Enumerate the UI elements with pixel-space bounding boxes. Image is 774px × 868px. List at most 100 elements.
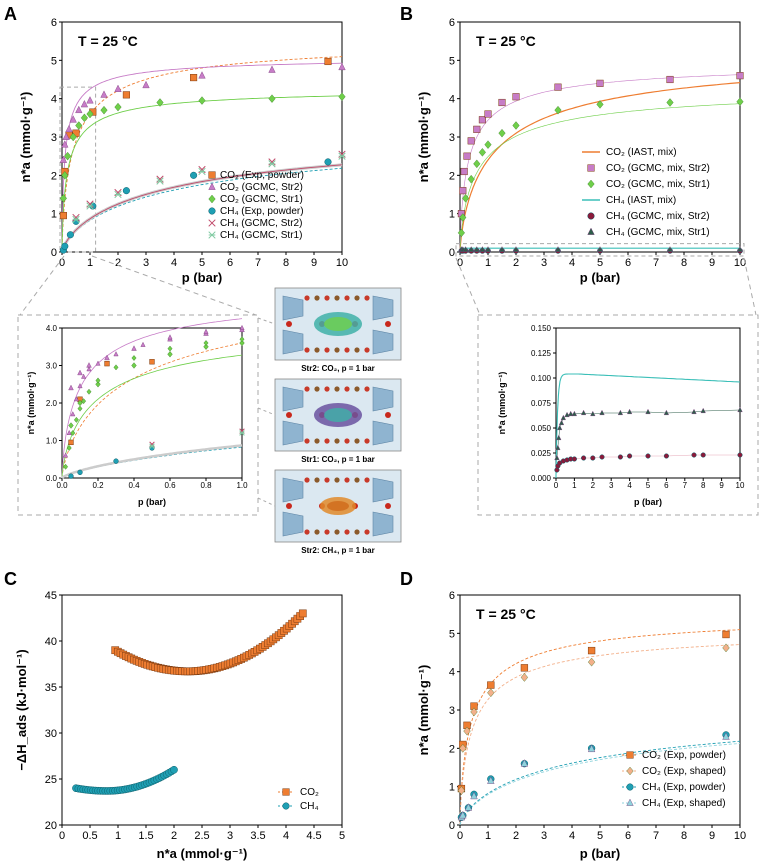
structure-1-atom-0-5 — [354, 386, 360, 392]
chart-D-ytick-label-4: 4 — [449, 667, 455, 679]
chart-b-ch4-str1-point-10 — [597, 246, 603, 252]
chart-a-s0-point-7 — [324, 57, 332, 66]
structure-0-atom-0-2 — [324, 295, 330, 301]
inset-a-fit-4 — [60, 444, 243, 479]
chart-B-xtick-label-1: 1 — [485, 257, 491, 269]
structure-2-atom-1-3 — [334, 529, 340, 535]
chart-b-str1-point-5 — [478, 148, 486, 157]
inset-a-dense-str1-6 — [86, 388, 92, 395]
chart-B-ytick-label-3: 3 — [449, 132, 455, 144]
structure-0-atom-1-4 — [344, 347, 350, 353]
structure-0-atom-1-3 — [334, 347, 340, 353]
inset-a-s3-point-1 — [77, 469, 83, 476]
chart-a-s5-point-4 — [198, 167, 206, 176]
chart-a-legend-0: CO₂ (Exp, powder) — [220, 170, 304, 181]
chart-d-s3-point-6 — [587, 744, 596, 753]
chart-b-str2-point-7 — [484, 110, 492, 118]
chart-b-str2-point-3 — [463, 152, 471, 160]
chart-a-s2-point-7 — [100, 105, 108, 115]
chart-A-xtick-label-2: 2 — [115, 257, 121, 269]
structure-1-block-3 — [372, 420, 394, 446]
chart-a-s2-point-5 — [80, 113, 88, 123]
chart-b-legend-marker-2 — [587, 179, 595, 189]
inset-a-s1-point-1 — [77, 369, 83, 376]
chart-C-xtick-label-1: 0.5 — [82, 830, 97, 842]
structure-0-o-0 — [286, 321, 292, 327]
chart-C-xtick-label-2: 1 — [115, 830, 121, 842]
inset-b-str1-point-16 — [691, 408, 697, 415]
inset-b-str1-point-5 — [560, 414, 566, 421]
chart-C-ytick-label-4: 40 — [45, 636, 57, 648]
chart-C-ytick-label-3: 35 — [45, 682, 57, 694]
chart-a-s5-point-0 — [72, 215, 80, 224]
chart-a-s0-point-5 — [122, 91, 130, 99]
chart-a-s3-point-5 — [122, 187, 130, 195]
inset-b-connector-right — [743, 257, 757, 316]
chart-D-xtick-label-2: 2 — [513, 830, 519, 842]
chart-C-ytick-label-2: 30 — [45, 728, 57, 740]
chart-a-legend-marker-1 — [208, 182, 216, 190]
chart-a-s2-point-4 — [75, 121, 83, 130]
chart-a-s0-point-0 — [59, 212, 67, 220]
inset-b-str1-point-10 — [590, 410, 596, 417]
inset-a-s3-point-2 — [113, 458, 119, 464]
chart-a-s2-point-12 — [338, 92, 346, 102]
inset-b-str1-point-12 — [617, 409, 624, 416]
structure-2-atom-0-1 — [314, 477, 320, 483]
chart-b-legend-marker-5 — [587, 227, 595, 235]
chart-C-ytick-label-0: 20 — [45, 820, 57, 832]
inset-a-dense-str1-12 — [239, 336, 245, 343]
chart-a-s1-point-10 — [142, 80, 150, 89]
chart-b-str2-point-5 — [473, 125, 481, 133]
structure-1-atom-1-6 — [364, 438, 370, 444]
structure-2-block-3 — [372, 511, 394, 537]
structure-1-block-1 — [372, 386, 394, 412]
chart-b-ch4-str1-point-11 — [667, 246, 673, 252]
chart-B-ytick-label-5: 5 — [449, 55, 455, 67]
structure-0-guest-core — [324, 317, 352, 331]
chart-A-ytick-label-5: 5 — [51, 55, 57, 67]
structure-2-block-0 — [282, 477, 304, 503]
chart-d-s3-point-3 — [470, 791, 478, 800]
chart-a-s1-point-2 — [62, 132, 70, 140]
chart-d-s1-point-1 — [459, 743, 467, 753]
chart-a-inset-xtick-label-3: 0.6 — [164, 481, 176, 490]
inset-a-s1-point-3 — [104, 354, 110, 361]
chart-b-str1-point-9 — [554, 105, 562, 115]
chart-a-s2-point-0 — [59, 194, 67, 203]
inset-b-str1-point-6 — [564, 411, 570, 418]
inset-a-dense-str2-12 — [239, 324, 245, 330]
chart-a-s2-point-6 — [86, 109, 94, 119]
chart-b-ch4-str1-point-8 — [513, 246, 519, 252]
chart-a-s2-point-8 — [114, 102, 122, 112]
inset-a-xlabel: p (bar) — [138, 497, 166, 507]
inset-a-connector-right — [91, 255, 257, 316]
structure-2-o-0 — [286, 503, 292, 509]
chart-d-s0-point-6 — [587, 646, 596, 655]
chart-a-s1-point-7 — [86, 96, 94, 104]
inset-a-s2-point-4 — [167, 351, 173, 358]
structure-0-block-0 — [282, 295, 304, 321]
chart-b-legend-5: CH₄ (GCMC, mix, Str1) — [606, 227, 710, 238]
structure-0-atom-0-4 — [344, 295, 350, 301]
chart-b-str1-point-1 — [459, 213, 467, 222]
inset-b-str1-point-18 — [737, 406, 743, 413]
chart-b-inset-ytick-label-1: 0.025 — [531, 449, 552, 458]
chart-A-ytick-label-6: 6 — [51, 17, 57, 29]
chart-a-ylabel: n*a (mmol·g⁻¹) — [18, 92, 33, 183]
structure-0-caption: Str2: CO₂, p = 1 bar — [301, 364, 375, 373]
chart-B-xtick-label-0: 0 — [457, 257, 463, 269]
chart-b-zoom-box — [455, 243, 745, 257]
chart-c: 0 0.5 1 1.5 2 2.5 3 3.5 4 4.5 5 20 25 30 35 40 45 n*a (mm… — [14, 590, 345, 861]
structure-2-atom-0-4 — [344, 477, 350, 483]
inset-a-dense-str1-1 — [66, 445, 72, 451]
chart-a-xlabel: p (bar) — [182, 270, 222, 285]
chart-a-s2-point-2 — [64, 151, 72, 161]
inset-a-dense-str2-6 — [86, 366, 92, 372]
chart-a-inset-xtick-label-0: 0.0 — [56, 481, 68, 490]
structure-2-caption: Str2: CH₄, p = 1 bar — [301, 546, 374, 555]
chart-B-ytick-label-1: 1 — [449, 209, 455, 221]
chart-b-str1-point-7 — [498, 128, 506, 138]
chart-d-s3-point-1 — [459, 810, 467, 819]
